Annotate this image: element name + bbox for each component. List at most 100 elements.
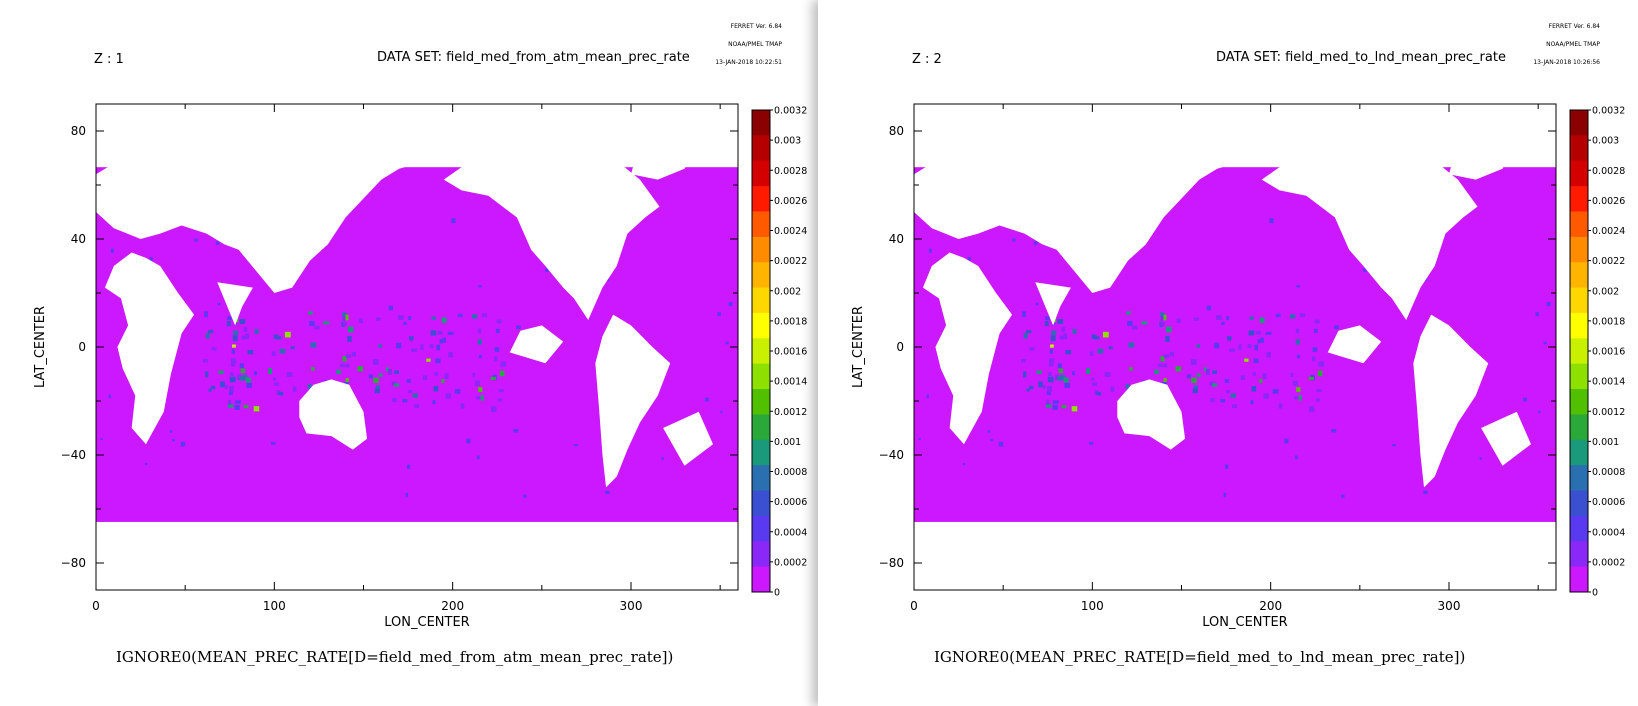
- precip-speckle: [1050, 344, 1054, 348]
- precip-speckle: [1046, 390, 1051, 396]
- precip-speckle: [246, 382, 253, 388]
- dataset-label: DATA SET: field_med_from_atm_mean_prec_r…: [377, 50, 690, 65]
- colorbar-label: 0.002: [1592, 286, 1619, 297]
- colorbar-swatch: [752, 135, 770, 162]
- precip-speckle: [990, 439, 994, 442]
- precip-speckle: [1061, 405, 1067, 409]
- stamp-line: NOAA/PMEL TMAP: [728, 41, 782, 48]
- precip-speckle: [1247, 344, 1252, 349]
- precip-speckle: [372, 359, 379, 365]
- precip-speckle: [1298, 395, 1302, 401]
- precip-speckle: [220, 381, 225, 388]
- colorbar-swatch: [752, 414, 770, 441]
- y-tick-label: −80: [61, 556, 86, 570]
- precip-speckle: [393, 383, 400, 387]
- precip-speckle: [1289, 314, 1296, 319]
- precip-speckle: [1048, 372, 1052, 377]
- land-mask: [914, 104, 1556, 168]
- colorbar-label: 0.003: [774, 136, 801, 147]
- precip-speckle: [1126, 311, 1131, 315]
- precip-speckle: [1129, 367, 1133, 371]
- precip-speckle: [339, 363, 345, 368]
- colorbar-swatch: [1570, 186, 1588, 212]
- y-tick-label: −40: [61, 448, 86, 462]
- precip-speckle: [357, 366, 363, 372]
- precip-speckle: [471, 314, 478, 319]
- precip-speckle: [1038, 381, 1043, 388]
- colorbar-label: 0.0028: [774, 166, 807, 177]
- precip-speckle: [205, 371, 209, 378]
- precip-speckle: [1088, 441, 1094, 445]
- precip-speckle: [1295, 339, 1300, 345]
- land-mask: [299, 379, 368, 450]
- land-mask: [443, 152, 660, 320]
- colorbar-label: 0.0024: [774, 226, 807, 237]
- precip-speckle: [1023, 332, 1028, 339]
- colorbar-label: 0.0012: [774, 407, 807, 418]
- colorbar-swatch: [1570, 389, 1588, 415]
- precip-speckle: [447, 331, 454, 335]
- precip-speckle: [217, 302, 221, 306]
- precip-speckle: [1214, 342, 1220, 349]
- z-label: Z : 2: [912, 52, 942, 67]
- precip-speckle: [1022, 311, 1026, 318]
- precip-speckle: [1538, 410, 1541, 414]
- colorbar-swatch: [752, 160, 770, 187]
- colorbar-label: 0.0008: [1592, 467, 1625, 478]
- precip-speckle: [1269, 218, 1274, 224]
- precip-speckle: [1021, 359, 1026, 363]
- precip-speckle: [292, 386, 297, 392]
- precip-speckle: [1097, 348, 1104, 354]
- precip-speckle: [1163, 378, 1167, 382]
- precip-speckle: [230, 362, 236, 367]
- ferret-stamp: FERRET Ver. 6.84 NOAA/PMEL TMAP 13-JAN-2…: [1508, 12, 1600, 78]
- precip-speckle: [405, 492, 409, 498]
- precip-speckle: [1160, 356, 1165, 362]
- x-tick-label: 0: [92, 599, 100, 613]
- precip-speckle: [1092, 382, 1097, 386]
- colorbar-swatch: [1570, 515, 1588, 542]
- precip-speckle: [1275, 313, 1281, 318]
- land-mask: [1261, 152, 1478, 320]
- precip-speckle: [523, 494, 527, 498]
- precip-speckle: [1063, 377, 1069, 383]
- precip-speckle: [1296, 387, 1301, 392]
- precip-speckle: [545, 268, 549, 272]
- colorbar-label: 0.002: [774, 286, 801, 297]
- colorbar-swatch: [1570, 135, 1588, 162]
- precip-speckle: [498, 389, 504, 393]
- land-mask: [595, 314, 671, 488]
- precip-speckle: [345, 354, 352, 358]
- precip-speckle: [1278, 403, 1283, 409]
- colorbar-label: 0.003: [1592, 136, 1619, 147]
- precip-speckle: [254, 329, 259, 334]
- precip-speckle: [1036, 370, 1042, 374]
- colorbar-swatch: [752, 363, 770, 390]
- precip-speckle: [1309, 406, 1315, 413]
- y-tick-label: 80: [889, 124, 904, 138]
- precip-speckle: [169, 430, 173, 433]
- precip-speckle: [1522, 397, 1527, 402]
- land-mask: [1117, 379, 1186, 450]
- colorbar-swatch: [1570, 236, 1588, 263]
- precip-speckle: [1266, 351, 1271, 358]
- z-label: Z : 1: [94, 52, 124, 67]
- plot-caption: IGNORE0(MEAN_PREC_RATE[D=field_med_to_ln…: [934, 648, 1466, 666]
- precip-speckle: [1072, 329, 1077, 334]
- precip-speckle: [237, 374, 242, 380]
- precip-speckle: [342, 356, 347, 362]
- precip-speckle: [962, 462, 966, 466]
- land-mask: [104, 252, 195, 445]
- dataset-label: DATA SET: field_med_to_lnd_mean_prec_rat…: [1216, 50, 1506, 65]
- precip-speckle: [1479, 457, 1482, 460]
- colorbar-label: 0.0004: [774, 527, 807, 538]
- precip-speckle: [1249, 316, 1254, 320]
- precip-speckle: [278, 391, 284, 396]
- land-mask: [1413, 314, 1489, 488]
- precip-speckle: [290, 346, 295, 350]
- precip-speckle: [1290, 372, 1294, 377]
- precip-speckle: [272, 377, 277, 381]
- precip-speckle: [1293, 396, 1299, 400]
- precip-speckle: [1157, 363, 1163, 368]
- precip-speckle: [435, 358, 441, 364]
